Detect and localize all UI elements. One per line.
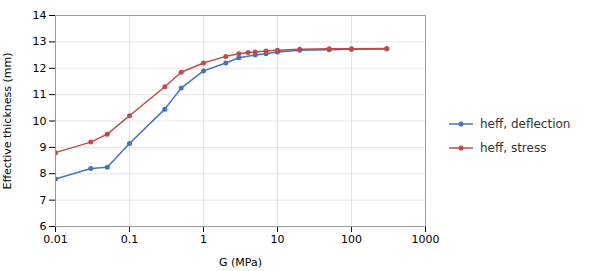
svg-text:G (MPa): G (MPa) — [219, 256, 262, 269]
svg-text:10: 10 — [33, 115, 47, 128]
svg-text:0.1: 0.1 — [121, 233, 139, 246]
svg-text:0.01: 0.01 — [43, 233, 68, 246]
svg-text:7: 7 — [40, 194, 47, 207]
svg-text:100: 100 — [341, 233, 362, 246]
svg-text:13: 13 — [33, 35, 47, 48]
svg-text:Effective thickness (mm): Effective thickness (mm) — [1, 53, 14, 190]
html-text:heff, deflection: heff, deflection — [480, 116, 571, 131]
svg-text:9: 9 — [40, 141, 47, 154]
svg-text:6: 6 — [40, 220, 47, 233]
svg-text:11: 11 — [33, 88, 47, 101]
svg-text:10: 10 — [271, 233, 285, 246]
html-text:heff, stress: heff, stress — [480, 140, 547, 155]
svg-text:1000: 1000 — [412, 233, 440, 246]
svg-text:8: 8 — [40, 167, 47, 180]
svg-text:14: 14 — [33, 9, 47, 22]
svg-text:12: 12 — [33, 62, 47, 75]
svg-text:1: 1 — [200, 233, 207, 246]
